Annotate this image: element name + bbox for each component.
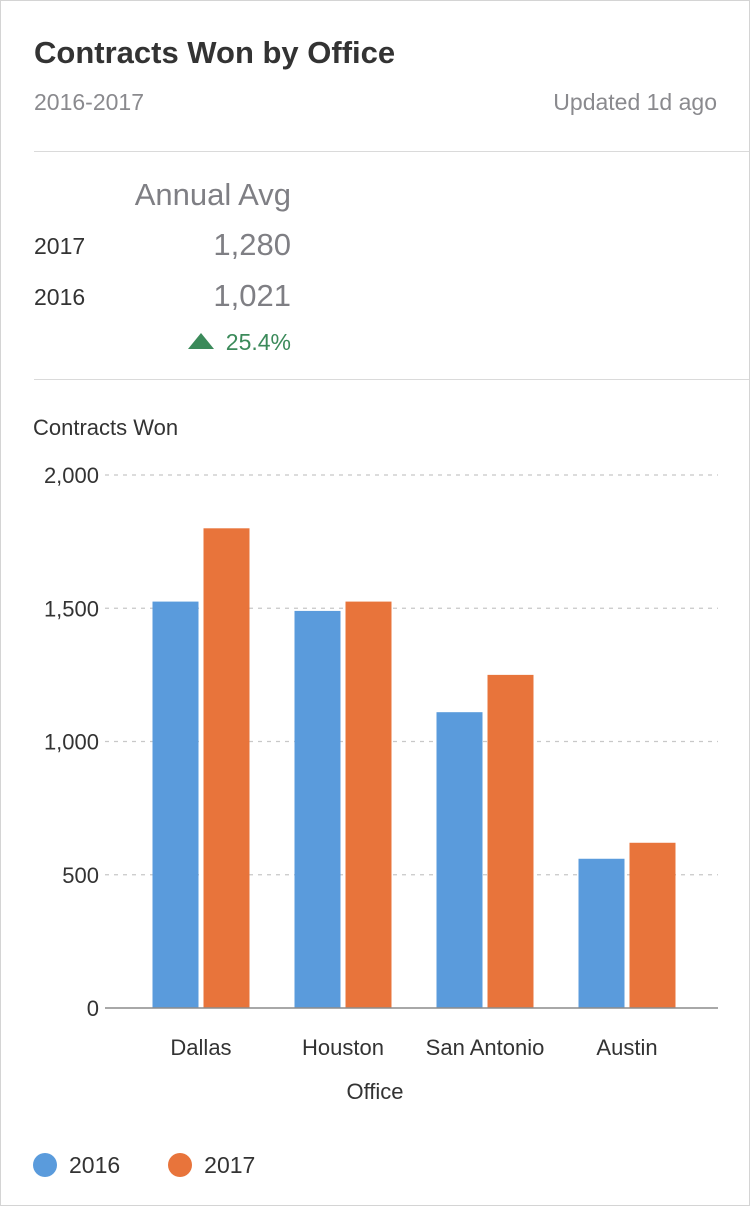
date-range: 2016-2017 <box>34 89 144 115</box>
annual-avg-header: Annual Avg <box>134 177 291 212</box>
bar-2017-austin <box>629 842 676 1008</box>
triangle-up-icon <box>187 333 214 349</box>
legend-item-2017: 2017 <box>168 1152 255 1179</box>
stat-year-2017: 2017 <box>34 233 86 259</box>
x-tick-label: Dallas <box>170 1035 231 1060</box>
chart-legend: 2016 2017 <box>33 1148 303 1182</box>
legend-label: 2016 <box>69 1151 121 1178</box>
change-indicator: 25.4% <box>151 329 291 356</box>
y-tick-label: 1,500 <box>44 596 99 621</box>
legend-item-2016: 2016 <box>33 1152 120 1179</box>
page-title: Contracts Won by Office <box>34 35 396 70</box>
x-tick-label: Austin <box>596 1035 657 1060</box>
y-tick-label: 0 <box>87 996 99 1021</box>
stat-year-2016: 2016 <box>34 284 86 310</box>
legend-dot-icon <box>168 1153 193 1177</box>
bar-2017-houston <box>345 601 392 1008</box>
y-tick-label: 2,000 <box>44 463 99 488</box>
updated-timestamp: Updated 1d ago <box>553 89 717 115</box>
x-axis-label: Office <box>346 1079 403 1104</box>
y-tick-label: 500 <box>62 863 99 888</box>
bar-2016-austin <box>578 858 625 1008</box>
change-value: 25.4% <box>225 329 291 355</box>
stat-value-2016: 1,021 <box>213 278 291 313</box>
stats-divider <box>34 379 749 380</box>
stat-value-2017: 1,280 <box>213 227 291 262</box>
bar-chart: Contracts Won 0 500 1,000 1,500 2,000 Dallas Ho… <box>33 415 718 1104</box>
bar-2016-san-antonio <box>436 712 483 1008</box>
bar-2016-houston <box>294 610 341 1008</box>
legend-dot-icon <box>33 1153 57 1177</box>
y-tick-label: 1,000 <box>44 730 99 755</box>
x-tick-label: Houston <box>302 1035 384 1060</box>
bar-2017-dallas <box>203 528 250 1008</box>
legend-label: 2017 <box>204 1151 256 1178</box>
bar-2017-san-antonio <box>487 674 534 1008</box>
header-divider <box>34 151 749 152</box>
bar-2016-dallas <box>152 601 199 1008</box>
x-tick-label: San Antonio <box>426 1035 545 1060</box>
y-axis-label: Contracts Won <box>33 415 178 440</box>
